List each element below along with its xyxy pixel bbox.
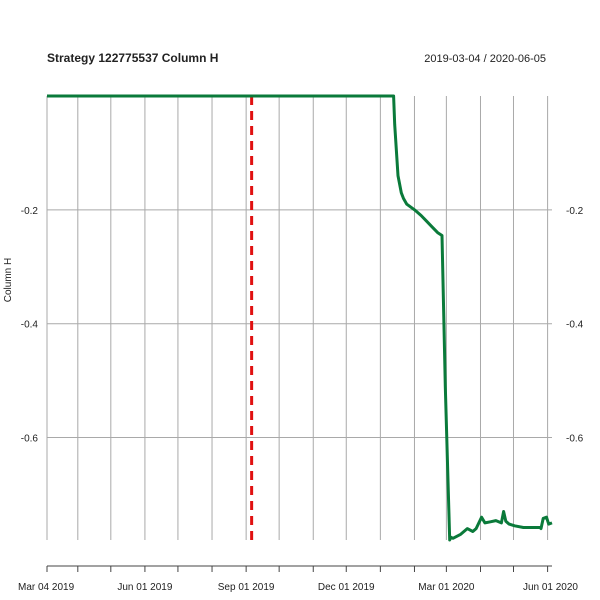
y-tick-label-left: -0.6 [21,434,39,445]
y-axis-label: Column H [3,258,14,302]
chart-title: Strategy 122775537 Column H [47,51,218,65]
y-tick-label-left: -0.2 [21,206,39,217]
x-tick-label: Dec 01 2019 [318,582,375,593]
x-tick-label: Jun 01 2020 [523,582,578,593]
axis-layer: -0.2 -0.2 -0.4 -0.4 -0.6 -0.6 Mar 04 2019 Jun 0… [18,206,584,593]
y-tick-label-right: -0.6 [566,434,584,445]
y-tick-label-right: -0.4 [566,320,584,331]
series-line [47,94,553,542]
series-layer [47,94,553,542]
x-tick-label: Mar 04 2019 [18,582,75,593]
x-tick-label: Sep 01 2019 [218,582,275,593]
x-tick-label: Jun 01 2019 [117,582,172,593]
y-tick-label-right: -0.2 [566,206,584,217]
date-range: 2019-03-04 / 2020-06-05 [424,53,546,65]
y-tick-label-left: -0.4 [21,320,39,331]
x-tick-label: Mar 01 2020 [418,582,475,593]
grid-layer [46,96,552,540]
